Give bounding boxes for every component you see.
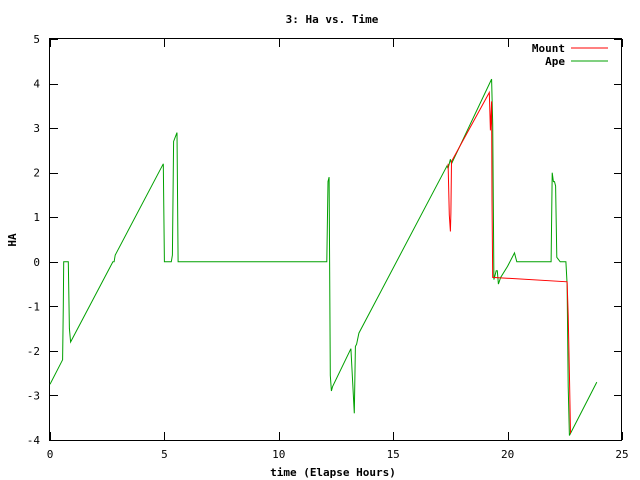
- y-axis-label: HA: [6, 233, 19, 247]
- x-tick-label: 5: [161, 448, 168, 461]
- y-tick-label: 1: [33, 211, 40, 224]
- x-tick-label: 10: [272, 448, 285, 461]
- x-axis-label: time (Elapse Hours): [270, 466, 396, 479]
- x-tick-label: 20: [501, 448, 514, 461]
- tick-labels: 0 5 10 15 20 25 -4 -3 -2 -1 0 1 2 3 4 5: [27, 33, 629, 461]
- y-tick-label: -4: [27, 434, 41, 447]
- y-tick-label: 3: [33, 122, 40, 135]
- legend-label-0: Mount: [532, 42, 565, 55]
- y-tick-label: 0: [33, 256, 40, 269]
- series-line-1: [49, 78, 598, 436]
- series-line-0: [447, 90, 571, 434]
- series-lines: [49, 78, 598, 436]
- x-tick-label: 0: [47, 448, 54, 461]
- y-tick-label: -1: [27, 300, 40, 313]
- plot-frame: [49, 38, 622, 441]
- y-tick-label: 5: [33, 33, 40, 46]
- x-tick-label: 25: [615, 448, 628, 461]
- y-tick-label: -3: [27, 389, 40, 402]
- y-tick-label: -2: [27, 345, 40, 358]
- chart-title: 3: Ha vs. Time: [286, 13, 379, 26]
- legend-label-1: Ape: [545, 55, 565, 68]
- x-tick-label: 15: [387, 448, 400, 461]
- y-tick-label: 4: [33, 78, 40, 91]
- axis-ticks: [50, 39, 623, 441]
- y-tick-label: 2: [33, 167, 40, 180]
